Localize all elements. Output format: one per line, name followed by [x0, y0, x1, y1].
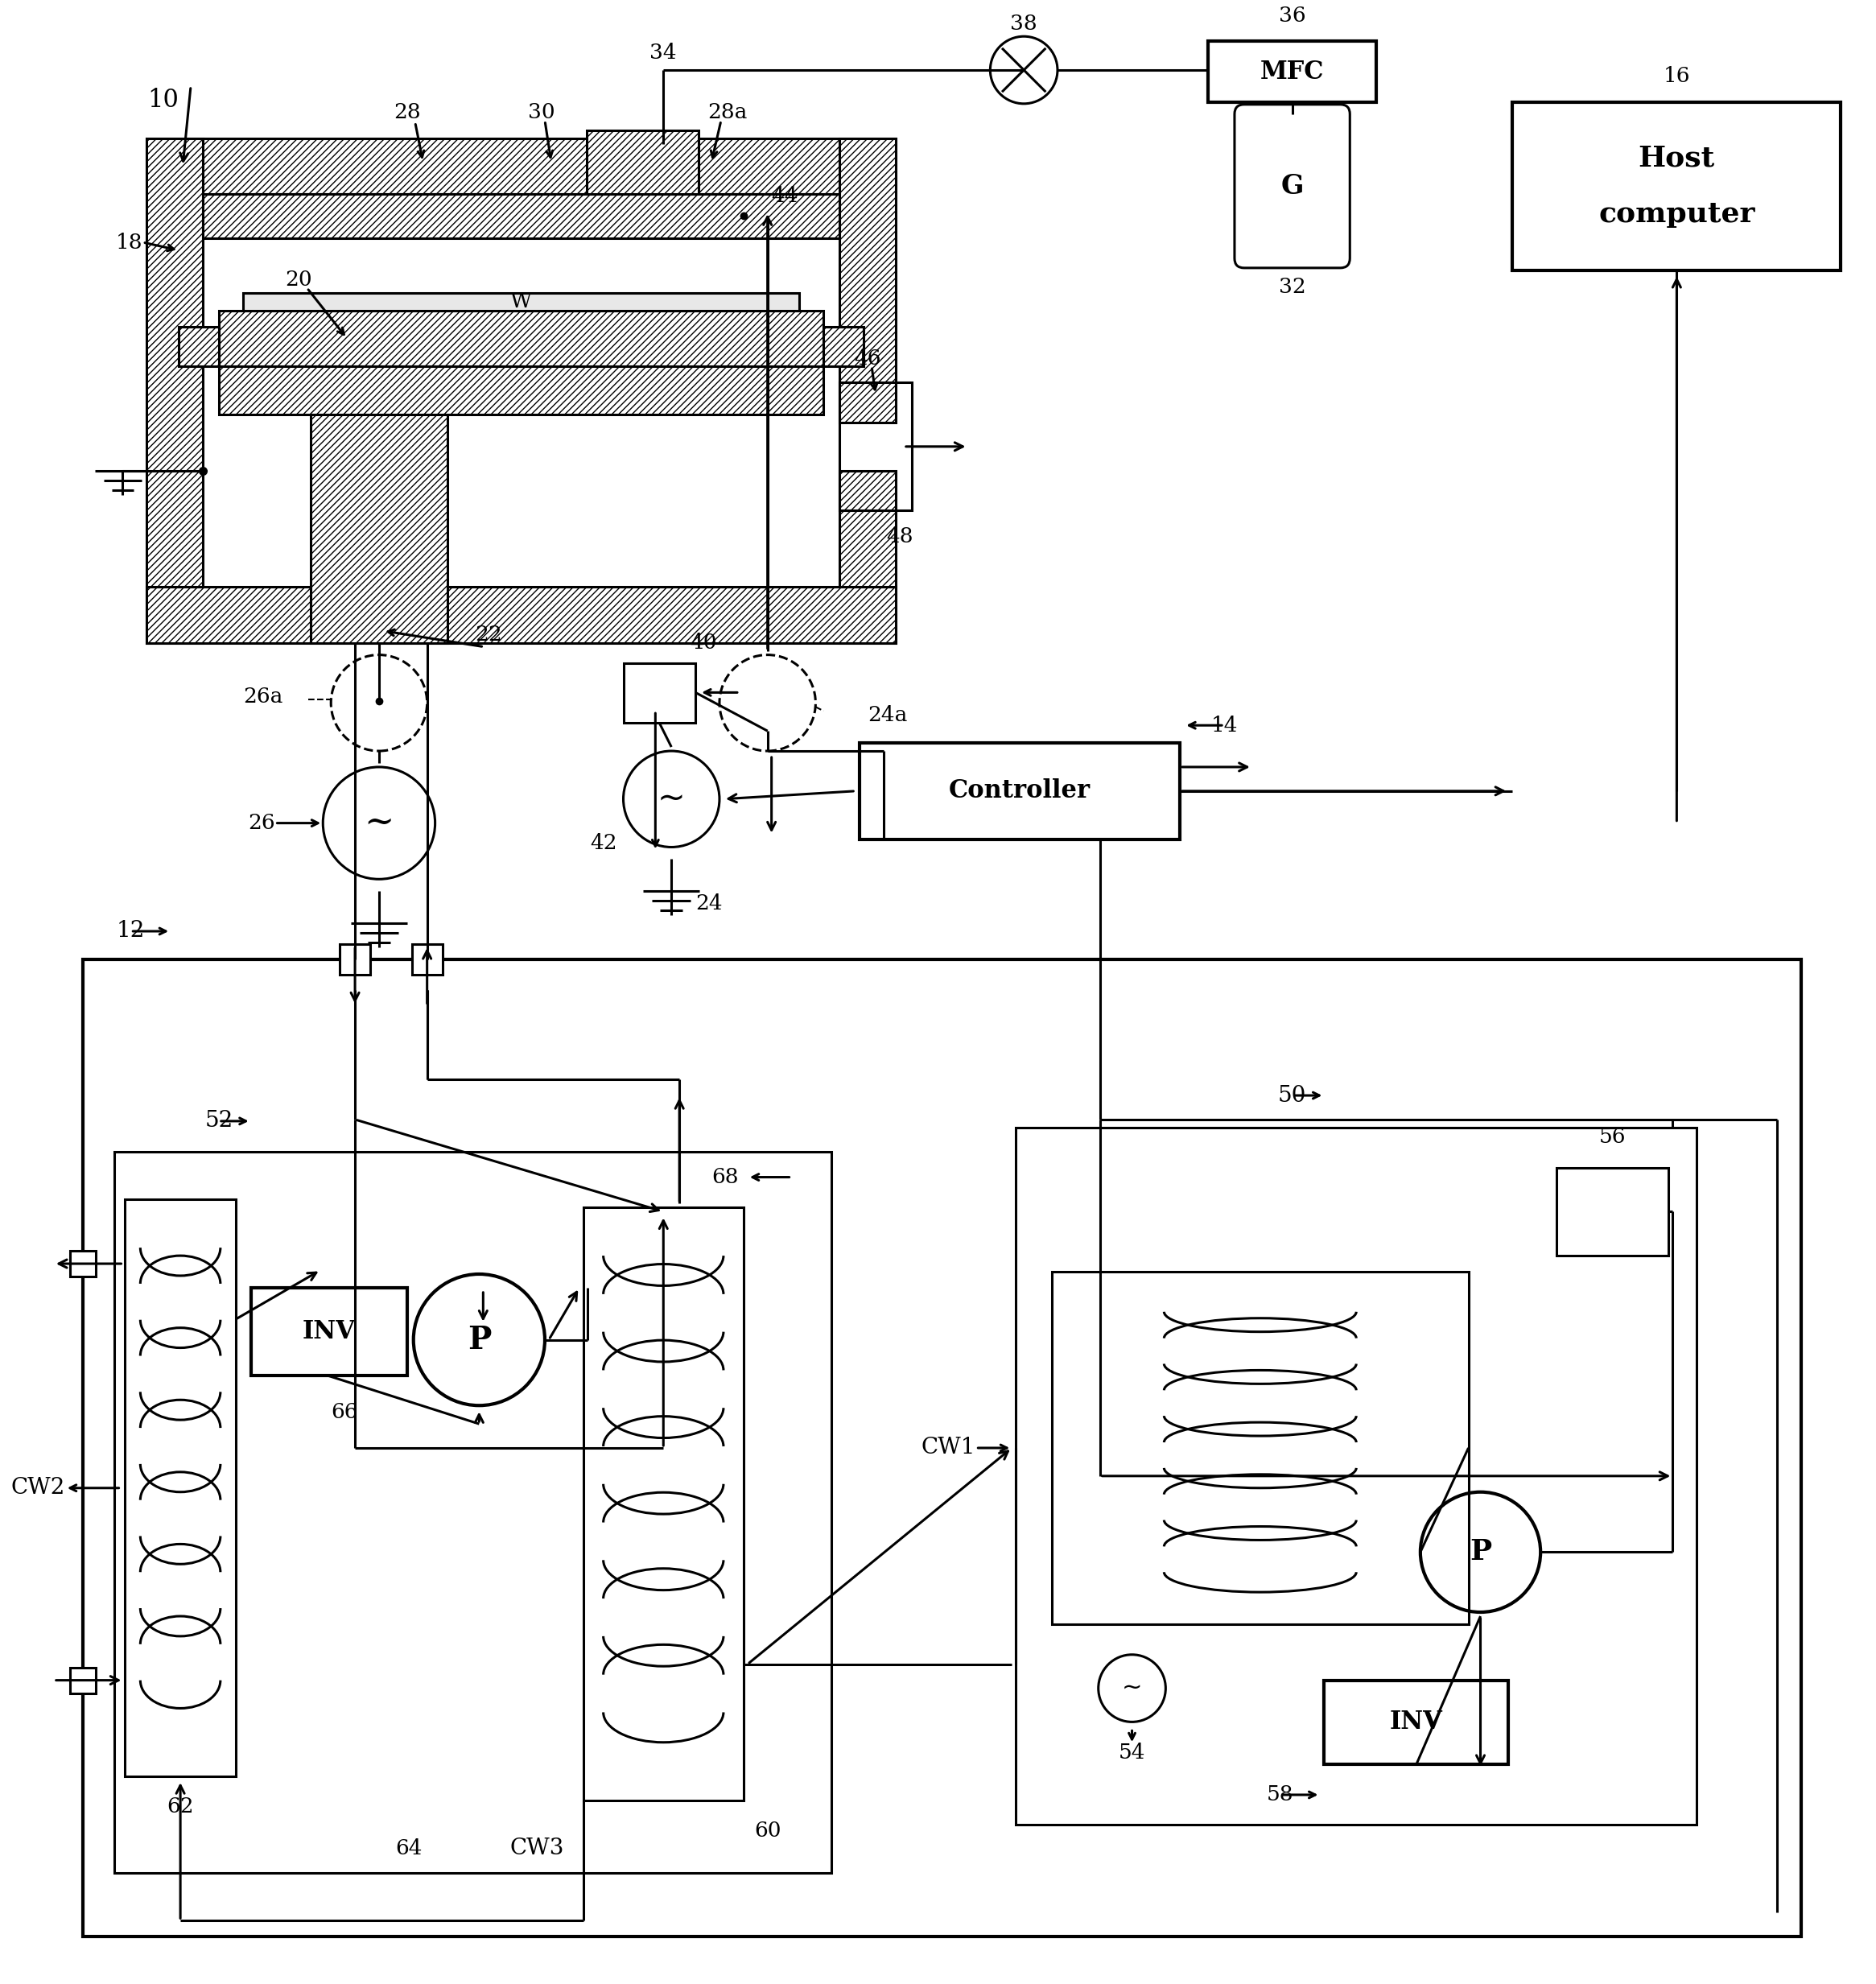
Text: 18: 18	[116, 232, 143, 252]
Text: 68: 68	[711, 1167, 739, 1186]
Text: 24a: 24a	[869, 704, 908, 724]
Text: INV: INV	[302, 1319, 355, 1345]
Text: P: P	[1469, 1538, 1491, 1565]
Text: 14: 14	[1210, 716, 1238, 736]
Text: 26a: 26a	[244, 686, 283, 706]
Text: 24: 24	[696, 893, 722, 913]
Text: 66: 66	[330, 1403, 358, 1423]
Bar	[219, 310, 824, 367]
Bar	[373, 194, 415, 222]
Bar	[583, 1208, 743, 1799]
Text: W: W	[510, 292, 531, 311]
Text: G: G	[1281, 173, 1304, 200]
Bar	[732, 194, 773, 222]
Bar	[1208, 42, 1377, 101]
Bar	[587, 131, 698, 194]
Text: CW1: CW1	[921, 1436, 976, 1458]
Text: P: P	[467, 1325, 492, 1355]
Text: 40: 40	[690, 633, 717, 653]
Bar	[628, 194, 670, 222]
Bar	[178, 327, 219, 367]
Text: 10: 10	[146, 87, 178, 113]
Text: 38: 38	[1011, 14, 1037, 34]
Bar	[527, 194, 568, 222]
Text: 12: 12	[116, 921, 144, 942]
Text: 46: 46	[854, 349, 882, 369]
Bar	[321, 194, 362, 222]
Bar	[578, 194, 619, 222]
Text: ~: ~	[1122, 1676, 1142, 1700]
Bar	[146, 139, 895, 194]
Bar	[126, 1200, 236, 1776]
Bar	[203, 194, 840, 238]
Bar	[859, 742, 1180, 839]
Text: 20: 20	[285, 270, 313, 290]
Bar	[146, 587, 895, 643]
Text: CW2: CW2	[11, 1478, 66, 1498]
Bar	[69, 1667, 96, 1692]
Text: 22: 22	[475, 625, 503, 645]
Bar	[840, 470, 895, 510]
Text: 16: 16	[1664, 65, 1690, 87]
Text: 62: 62	[167, 1798, 193, 1817]
Text: 44: 44	[771, 186, 799, 206]
Text: computer: computer	[1598, 200, 1754, 228]
Bar	[840, 383, 895, 423]
Bar	[242, 294, 799, 310]
Bar	[219, 194, 261, 222]
Text: 36: 36	[1279, 6, 1306, 26]
Bar	[219, 367, 824, 415]
Bar	[1015, 1127, 1696, 1825]
Text: Controller: Controller	[949, 778, 1090, 804]
Bar	[424, 194, 465, 222]
Text: 48: 48	[885, 526, 914, 546]
Bar	[69, 1250, 96, 1276]
Bar	[251, 1288, 407, 1375]
Bar	[1512, 101, 1840, 270]
Bar	[782, 194, 824, 222]
Bar	[681, 194, 722, 222]
Text: MFC: MFC	[1261, 60, 1324, 83]
Bar	[1324, 1680, 1508, 1764]
Text: 64: 64	[396, 1839, 422, 1859]
Text: INV: INV	[1390, 1710, 1443, 1734]
Text: 58: 58	[1266, 1786, 1294, 1805]
Text: 28a: 28a	[707, 103, 747, 123]
Bar	[114, 1151, 831, 1873]
Bar	[146, 139, 203, 643]
Bar	[840, 139, 895, 643]
Text: CW3: CW3	[510, 1837, 565, 1859]
Bar	[623, 663, 696, 722]
Text: 60: 60	[754, 1821, 780, 1841]
Text: 30: 30	[529, 103, 555, 123]
Bar	[840, 383, 912, 510]
Bar	[824, 327, 863, 367]
Text: 26: 26	[248, 813, 276, 833]
Text: Host: Host	[1638, 145, 1715, 173]
Bar	[475, 194, 516, 222]
Text: 34: 34	[649, 42, 677, 62]
Text: 42: 42	[589, 833, 617, 853]
Bar	[83, 960, 1801, 1936]
Text: 54: 54	[1118, 1742, 1146, 1762]
Bar	[340, 944, 370, 974]
Text: ~: ~	[657, 782, 685, 815]
Bar	[311, 367, 446, 643]
Text: 52: 52	[204, 1111, 233, 1133]
Bar	[413, 944, 443, 974]
Text: 32: 32	[1279, 278, 1306, 298]
Bar	[1052, 1272, 1469, 1625]
Text: ~: ~	[364, 806, 394, 841]
Text: 28: 28	[394, 103, 420, 123]
Bar	[270, 194, 311, 222]
Text: 50: 50	[1278, 1085, 1306, 1107]
Text: 56: 56	[1598, 1127, 1626, 1147]
Bar	[1557, 1167, 1668, 1256]
